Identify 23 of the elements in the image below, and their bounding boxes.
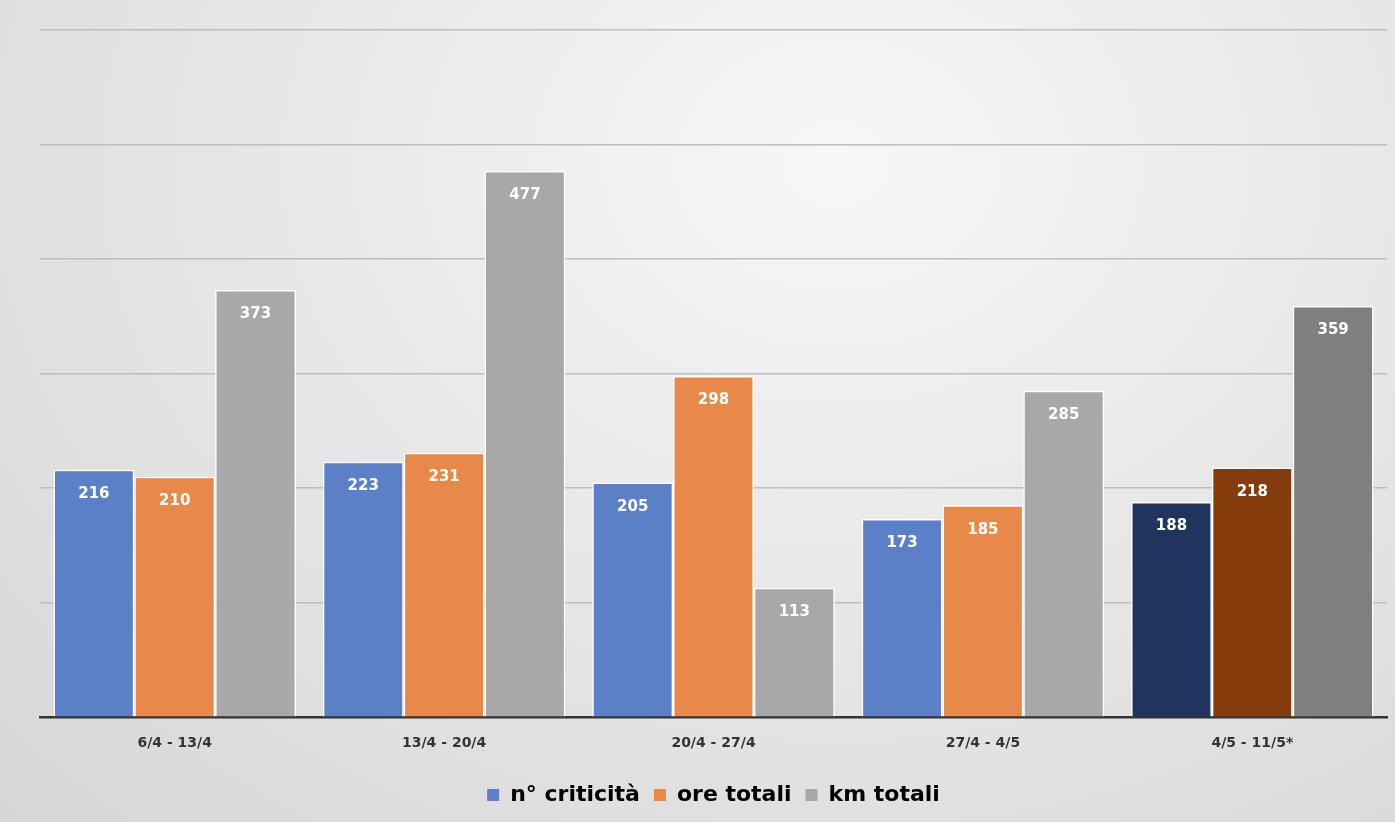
x-tick-label: 6/4 - 13/4 xyxy=(137,734,213,751)
data-label: 113 xyxy=(778,602,810,621)
data-label: 210 xyxy=(159,491,191,510)
data-label: 298 xyxy=(697,390,730,409)
data-label: 188 xyxy=(1155,516,1188,535)
data-label: 173 xyxy=(886,533,918,552)
data-label: 185 xyxy=(967,519,999,538)
x-tick-label: 20/4 - 27/4 xyxy=(671,734,756,751)
data-label: 373 xyxy=(239,304,272,323)
data-label: 477 xyxy=(509,185,541,204)
data-label: 223 xyxy=(347,476,379,495)
data-label: 359 xyxy=(1317,320,1349,339)
x-tick-label: 13/4 - 20/4 xyxy=(401,734,487,751)
data-label: 218 xyxy=(1236,481,1268,500)
data-label: 216 xyxy=(78,484,110,503)
x-tick-label: 4/5 - 11/5* xyxy=(1211,734,1294,751)
legend-label: km totali xyxy=(828,780,940,806)
legend-label: ore totali xyxy=(676,780,792,806)
data-label: 285 xyxy=(1048,405,1080,424)
data-label: 205 xyxy=(617,496,649,515)
data-label: 231 xyxy=(428,467,460,486)
x-tick-label: 27/4 - 4/5 xyxy=(945,734,1021,751)
legend-label: n° criticità xyxy=(510,780,640,806)
